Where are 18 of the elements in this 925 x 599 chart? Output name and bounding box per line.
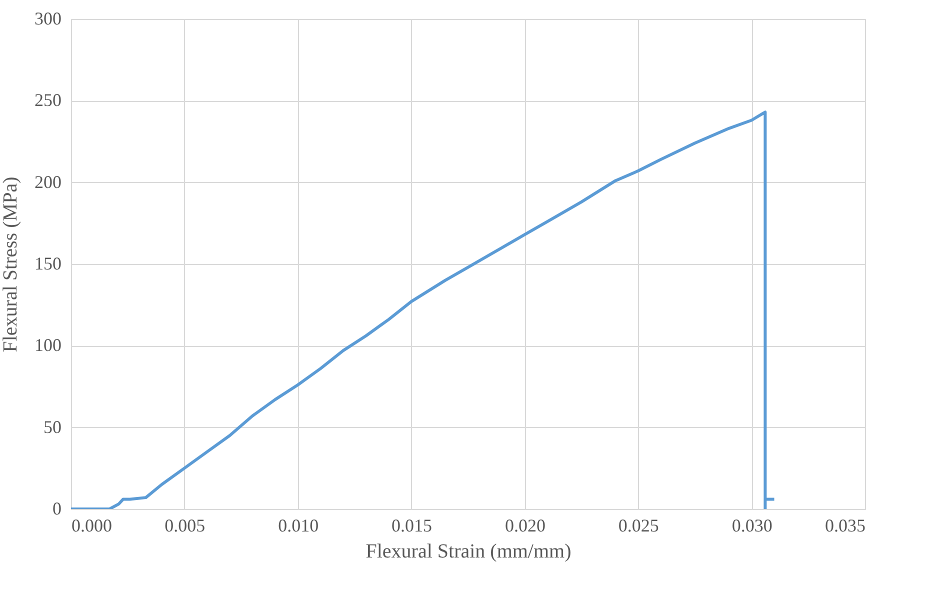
y-tick-label: 250 (34, 90, 62, 110)
y-tick-label: 200 (34, 172, 62, 192)
x-axis-title: Flexural Strain (mm/mm) (366, 540, 572, 562)
x-tick-label: 0.005 (164, 516, 206, 536)
x-tick-label: 0.030 (732, 516, 772, 536)
y-tick-label: 300 (34, 8, 62, 28)
x-tick-label: 0.020 (504, 516, 546, 536)
y-tick-label: 150 (34, 254, 62, 274)
x-tick-label: 0.035 (825, 516, 866, 536)
x-tick-label: 0.015 (392, 516, 432, 536)
x-tick-label: 0.010 (278, 516, 319, 536)
x-tick-label: 0.000 (72, 516, 112, 536)
y-tick-label: 100 (34, 335, 62, 356)
y-axis-title: Flexural Stress (MPa) (0, 176, 22, 352)
x-tick-label: 0.025 (618, 516, 659, 536)
y-tick-label: 50 (44, 416, 62, 437)
line-series (71, 110, 776, 509)
y-tick-label: 0 (52, 498, 62, 518)
